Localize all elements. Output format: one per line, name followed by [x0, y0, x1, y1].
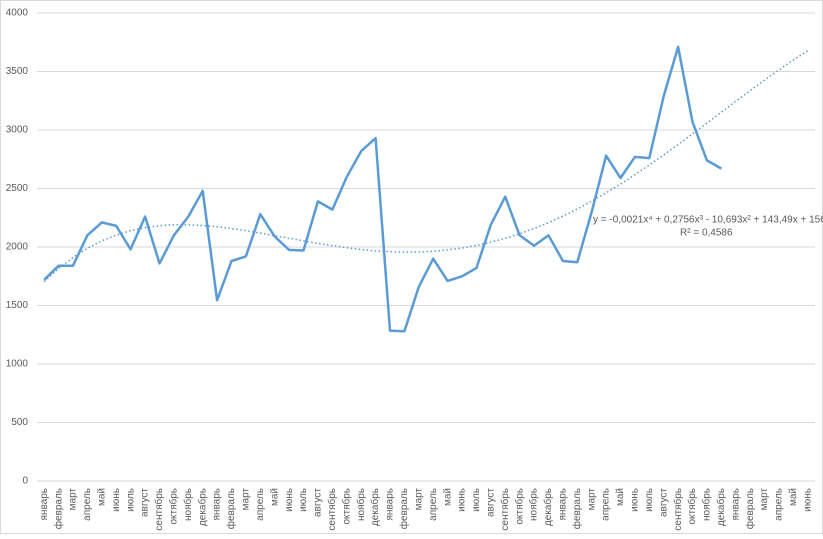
- x-tick-label: май: [788, 488, 799, 506]
- x-tick-label: июнь: [284, 488, 295, 512]
- x-tick-label: январь: [730, 488, 741, 520]
- x-tick-label: январь: [212, 488, 223, 520]
- x-tick-label: июль: [125, 488, 136, 512]
- trendline: [43, 50, 809, 283]
- x-tick-label: июль: [644, 488, 655, 512]
- y-tick-label: 1000: [6, 359, 29, 370]
- y-tick-label: 2500: [6, 183, 29, 194]
- x-tick-label: ноябрь: [182, 488, 194, 521]
- y-tick-label: 2000: [6, 242, 29, 253]
- x-tick-label: апрель: [601, 488, 612, 521]
- x-tick-label: ноябрь: [528, 488, 540, 521]
- y-tick-label: 4000: [6, 8, 29, 19]
- x-tick-label: апрель: [428, 488, 439, 521]
- x-tick-label: март: [413, 488, 424, 511]
- x-tick-label: июнь: [457, 488, 468, 512]
- x-tick-label: сентябрь: [153, 488, 165, 531]
- x-tick-label: декабрь: [369, 488, 381, 526]
- y-tick-label: 3500: [6, 66, 29, 77]
- x-tick-label: март: [68, 488, 79, 511]
- x-tick-label: май: [269, 488, 280, 506]
- x-tick-label: август: [485, 488, 496, 517]
- x-tick-label: декабрь: [715, 488, 727, 526]
- x-tick-label: январь: [558, 488, 569, 520]
- x-tick-label: май: [96, 488, 107, 506]
- x-tick-label: август: [658, 488, 669, 517]
- x-tick-label: июнь: [111, 488, 122, 512]
- x-tick-label: декабрь: [542, 488, 554, 526]
- trendline-equation: y = -0,0021x⁴ + 0,2756x³ - 10,693x² + 14…: [593, 215, 823, 226]
- data-line: [43, 45, 723, 333]
- x-tick-label: март: [241, 488, 252, 511]
- x-tick-label: апрель: [255, 488, 266, 521]
- x-tick-label: октябрь: [686, 488, 698, 525]
- x-tick-label: сентябрь: [326, 488, 338, 531]
- x-tick-label: январь: [385, 488, 396, 520]
- x-tick-label: июль: [471, 488, 482, 512]
- x-tick-label: май: [615, 488, 626, 506]
- x-tick-label: октябрь: [168, 488, 180, 525]
- y-tick-label: 1500: [6, 300, 29, 311]
- x-tick-label: июнь: [630, 488, 641, 512]
- x-tick-label: март: [759, 488, 770, 511]
- x-tick-label: октябрь: [513, 488, 525, 525]
- y-tick-label: 500: [11, 417, 28, 428]
- x-tick-label: июнь: [802, 488, 813, 512]
- x-tick-label: сентябрь: [499, 488, 511, 531]
- x-tick-label: февраль: [52, 488, 64, 529]
- x-tick-label: май: [442, 488, 453, 506]
- x-tick-label: апрель: [774, 488, 785, 521]
- y-tick-label: 3000: [6, 125, 29, 136]
- x-tick-label: февраль: [225, 488, 237, 529]
- x-tick-label: ноябрь: [701, 488, 713, 521]
- x-tick-label: февраль: [398, 488, 410, 529]
- trendline-r2: R² = 0,4586: [680, 228, 733, 239]
- x-tick-label: октябрь: [340, 488, 352, 525]
- x-tick-label: январь: [39, 488, 50, 520]
- y-tick-label: 0: [22, 476, 28, 487]
- x-tick-label: август: [140, 488, 151, 517]
- x-tick-label: февраль: [571, 488, 583, 529]
- x-tick-label: декабрь: [196, 488, 208, 526]
- x-tick-label: август: [313, 488, 324, 517]
- x-tick-label: ноябрь: [355, 488, 367, 521]
- x-tick-label: апрель: [82, 488, 93, 521]
- x-tick-label: сентябрь: [672, 488, 684, 531]
- x-tick-label: март: [586, 488, 597, 511]
- x-tick-label: февраль: [744, 488, 756, 529]
- x-tick-label: июль: [298, 488, 309, 512]
